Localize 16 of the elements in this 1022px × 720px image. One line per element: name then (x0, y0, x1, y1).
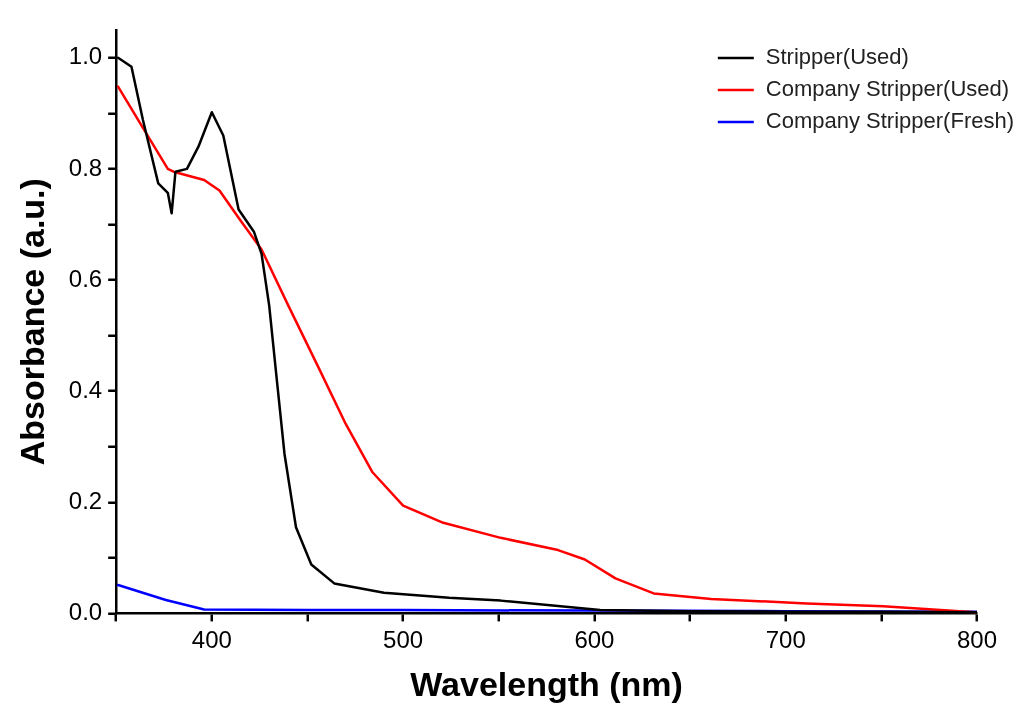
y-tick-label: 0.6 (68, 264, 103, 292)
legend-label: Stripper(Used) (765, 44, 909, 70)
x-tick-label: 400 (191, 626, 232, 654)
x-tick-label: 600 (574, 626, 615, 654)
x-tick-label: 500 (383, 626, 424, 654)
y-tick-label: 0.8 (68, 153, 103, 181)
legend-label: Company Stripper(Used) (765, 76, 1010, 102)
legend-label: Company Stripper(Fresh) (765, 108, 1014, 134)
y-tick-label: 0.2 (68, 486, 103, 514)
y-tick-label: 0.4 (68, 375, 103, 403)
x-tick-label: 700 (765, 626, 806, 654)
y-tick-label: 1.0 (68, 42, 103, 70)
x-axis-title: Wavelength (nm) (410, 664, 683, 703)
y-axis-title: Absorbance (a.u.) (12, 178, 51, 466)
y-tick-label: 0.0 (68, 598, 103, 626)
x-tick-label: 800 (956, 626, 998, 654)
